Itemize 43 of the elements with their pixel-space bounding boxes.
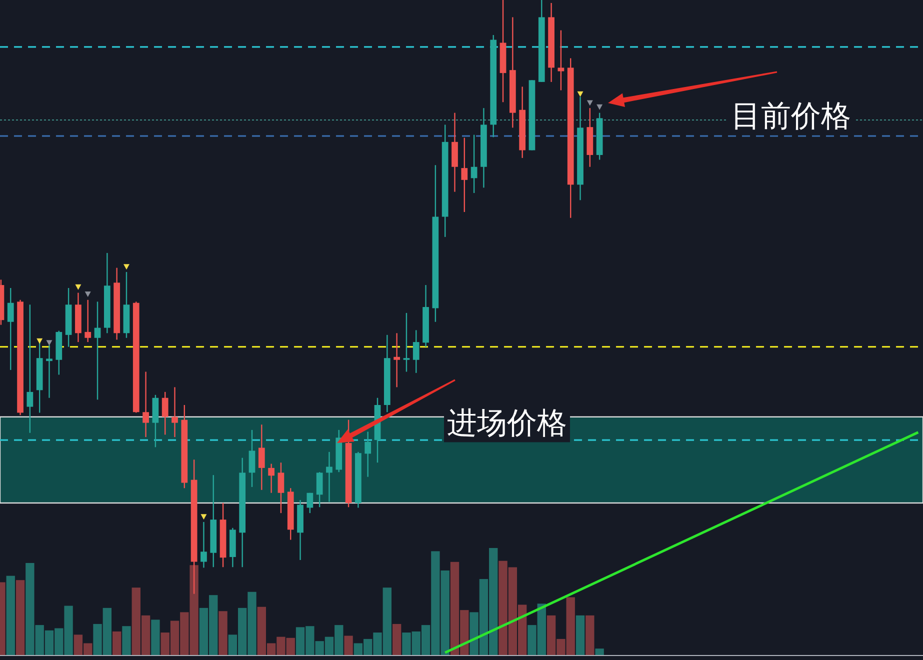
candlestick <box>412 330 420 374</box>
bar <box>218 611 228 655</box>
candlestick <box>172 386 178 438</box>
annotation: 进场价格 <box>447 406 567 442</box>
candlestick <box>316 472 323 508</box>
bar <box>344 636 353 655</box>
candlestick <box>326 451 332 502</box>
candlestick <box>162 391 168 436</box>
bar <box>112 631 122 655</box>
bar <box>595 648 604 655</box>
point <box>123 264 130 270</box>
point <box>596 104 603 110</box>
point <box>36 338 43 344</box>
candlestick <box>7 287 14 371</box>
candlestick <box>142 371 149 438</box>
point <box>200 514 207 520</box>
point <box>84 291 91 297</box>
candlestick <box>94 301 101 400</box>
candlestick <box>470 134 478 194</box>
bar <box>151 620 160 655</box>
candlestick <box>258 424 265 491</box>
candlestick <box>403 312 410 372</box>
bar <box>392 624 402 655</box>
candlestick <box>200 521 207 568</box>
candlestick <box>26 304 34 434</box>
bar <box>576 615 585 655</box>
candlestick <box>278 462 284 514</box>
candlestick <box>394 332 400 388</box>
point <box>75 284 82 290</box>
bar <box>122 626 131 655</box>
candlestick <box>364 431 372 478</box>
annotation: 目前价格 <box>731 99 851 134</box>
point <box>586 100 593 106</box>
point <box>46 340 52 346</box>
candlestick <box>306 492 314 514</box>
candlestick <box>248 429 256 488</box>
candlestick <box>461 137 468 213</box>
point <box>577 91 584 97</box>
candlestick <box>558 30 564 91</box>
candlestick <box>84 299 92 343</box>
bar <box>16 580 25 655</box>
bar <box>586 615 594 655</box>
candlestick <box>268 463 274 494</box>
